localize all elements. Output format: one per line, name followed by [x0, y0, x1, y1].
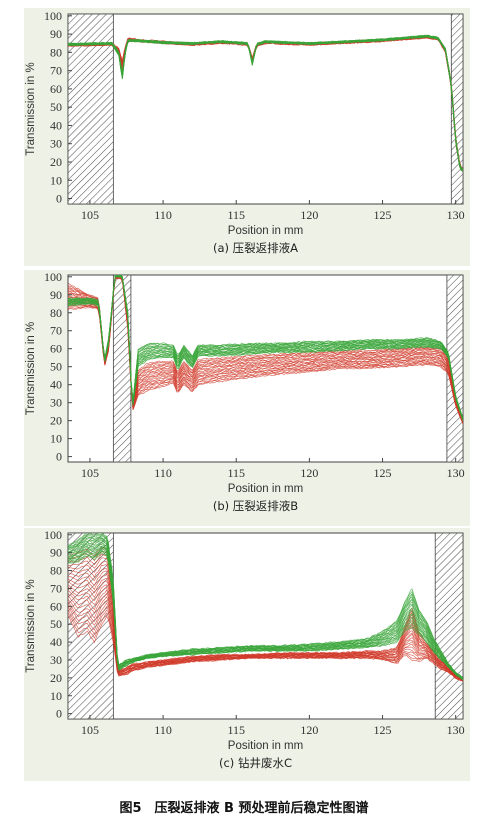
x-axis-label: Position in mm: [228, 483, 303, 495]
y-tick-label: 80: [50, 45, 62, 59]
y-axis-label: Transmission in %: [25, 62, 37, 156]
y-tick-label: 50: [50, 617, 62, 631]
x-tick-label: 120: [300, 208, 318, 222]
panel-caption: (a) 压裂返排液A: [213, 241, 298, 255]
panel-1: 105 110 115 120 125 130 0 10 20 30 40 50 60 70 80 90 100…: [24, 8, 470, 266]
x-tick-label: 125: [374, 208, 392, 222]
y-tick-label: 20: [50, 414, 62, 428]
x-tick-label: 110: [154, 723, 172, 737]
y-tick-label: 0: [56, 707, 62, 721]
y-tick-label: 70: [50, 64, 62, 78]
y-tick-label: 40: [50, 378, 62, 392]
green-curve: [68, 275, 463, 419]
y-tick-label: 40: [50, 635, 62, 649]
x-tick-label: 130: [447, 466, 465, 480]
x-tick-label: 130: [447, 208, 465, 222]
y-axis-label: Transmission in %: [25, 322, 37, 416]
x-tick-label: 120: [300, 466, 318, 480]
y-tick-label: 80: [50, 306, 62, 320]
green-curve: [68, 35, 463, 171]
green-curve: [68, 533, 463, 679]
y-tick-label: 90: [50, 546, 62, 560]
y-tick-label: 90: [50, 27, 62, 41]
x-axis-label: Position in mm: [228, 225, 303, 237]
x-tick-label: 115: [227, 208, 245, 222]
curve-group: [68, 533, 463, 682]
red-curve: [68, 546, 463, 680]
curve-group: [68, 275, 463, 425]
x-tick-label: 110: [154, 466, 172, 480]
y-tick-label: 20: [50, 671, 62, 685]
panel-3: 105 110 115 120 125 130 0 10 20 30 40 50 60 70 80 90 100…: [24, 528, 470, 781]
panel-caption: (c) 钻井废水C: [219, 756, 292, 770]
green-curve: [68, 548, 463, 680]
red-curve: [68, 596, 463, 681]
panel-caption: (b) 压裂返排液B: [213, 499, 298, 513]
hatched-region: [434, 532, 464, 720]
x-tick-label: 105: [81, 208, 99, 222]
y-tick-label: 60: [50, 342, 62, 356]
y-axis-label: Transmission in %: [25, 579, 37, 673]
y-tick-label: 0: [56, 450, 62, 464]
x-tick-label: 105: [81, 466, 99, 480]
x-axis-label: Position in mm: [228, 740, 303, 752]
y-tick-label: 10: [50, 432, 62, 446]
x-tick-label: 105: [81, 723, 99, 737]
y-tick-label: 80: [50, 564, 62, 578]
x-tick-label: 125: [374, 466, 392, 480]
y-tick-label: 10: [50, 173, 62, 187]
green-curve: [68, 536, 463, 679]
x-tick-label: 115: [227, 723, 245, 737]
figure-caption: 图5 压裂返排液 B 预处理前后稳定性图谱: [119, 800, 368, 816]
y-tick-label: 60: [50, 82, 62, 96]
y-tick-label: 100: [44, 528, 62, 542]
curve-group: [68, 34, 463, 172]
y-tick-label: 50: [50, 360, 62, 374]
y-tick-label: 20: [50, 155, 62, 169]
panel-2: 105 110 115 120 125 130 0 10 20 30 40 50 60 70 80 90 100…: [24, 270, 470, 526]
y-tick-label: 100: [44, 270, 62, 284]
hatched-region: [112, 274, 132, 463]
y-tick-label: 30: [50, 653, 62, 667]
y-tick-label: 30: [50, 137, 62, 151]
y-tick-label: 50: [50, 100, 62, 114]
x-tick-label: 110: [154, 208, 172, 222]
y-tick-label: 70: [50, 324, 62, 338]
y-tick-label: 60: [50, 599, 62, 613]
y-tick-label: 10: [50, 689, 62, 703]
y-tick-label: 30: [50, 396, 62, 410]
x-tick-label: 120: [300, 723, 318, 737]
hatched-region: [450, 13, 464, 205]
x-tick-label: 130: [447, 723, 465, 737]
y-tick-label: 70: [50, 581, 62, 595]
y-tick-label: 90: [50, 288, 62, 302]
plot-area: [67, 13, 464, 205]
green-curve: [68, 34, 463, 171]
x-tick-label: 115: [227, 466, 245, 480]
y-tick-label: 0: [56, 192, 62, 206]
y-tick-label: 40: [50, 118, 62, 132]
y-tick-label: 100: [44, 9, 62, 23]
x-tick-label: 125: [374, 723, 392, 737]
